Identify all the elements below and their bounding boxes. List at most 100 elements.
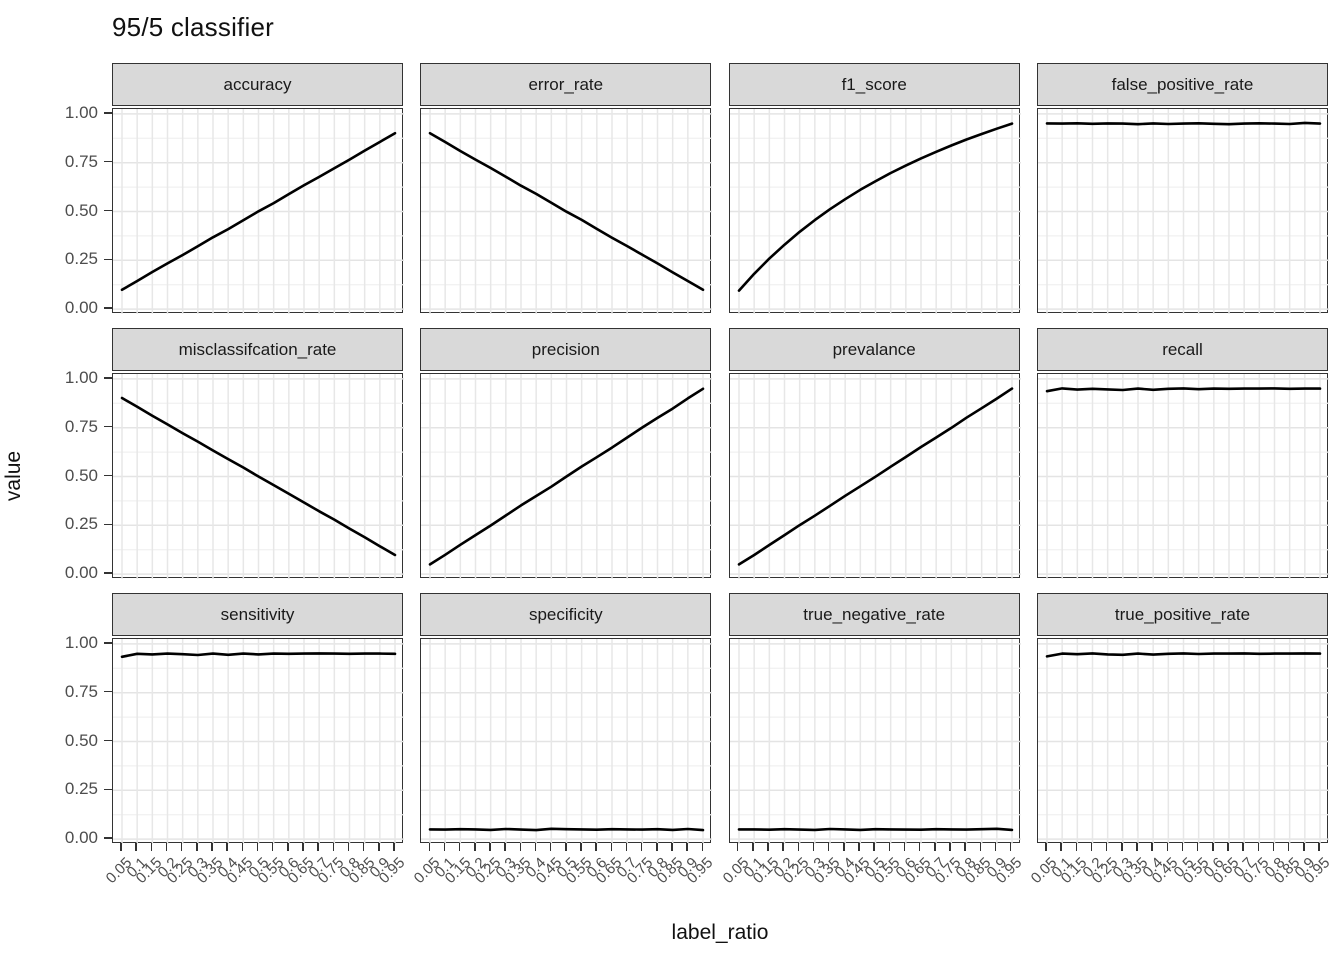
facet-strip-false_positive_rate: false_positive_rate bbox=[1037, 63, 1328, 106]
facet-plot-misclassifcation_rate bbox=[113, 374, 404, 579]
y-tick-label: 0.75 bbox=[64, 681, 98, 701]
facet-strip-label: specificity bbox=[528, 604, 603, 624]
x-tick-mark bbox=[797, 843, 800, 851]
x-tick-mark bbox=[736, 843, 739, 851]
x-tick-mark bbox=[1060, 843, 1062, 851]
x-tick-mark bbox=[671, 843, 673, 851]
x-tick-mark bbox=[949, 843, 951, 851]
x-tick-mark bbox=[549, 843, 552, 851]
facet-strip-label: accuracy bbox=[223, 74, 292, 94]
y-tick-mark bbox=[104, 788, 112, 791]
facet-plot-accuracy bbox=[113, 109, 404, 314]
x-tick-mark bbox=[1009, 843, 1012, 851]
facet-panel-specificity bbox=[420, 638, 713, 844]
x-tick-mark bbox=[812, 843, 815, 851]
series-line-recall bbox=[1045, 387, 1322, 393]
x-tick-mark bbox=[1121, 843, 1123, 851]
x-tick-mark bbox=[858, 843, 860, 851]
facet-strip-sensitivity: sensitivity bbox=[112, 593, 403, 636]
y-tick-mark bbox=[104, 160, 112, 163]
facet-plot-false_positive_rate bbox=[1038, 109, 1329, 314]
x-tick-mark bbox=[256, 843, 259, 851]
chart-title: 95/5 classifier bbox=[112, 12, 274, 42]
x-tick-mark bbox=[701, 843, 704, 851]
x-tick-mark bbox=[565, 843, 567, 851]
facet-plot-recall bbox=[1038, 374, 1329, 579]
facet-panel-misclassifcation_rate bbox=[112, 373, 404, 579]
facet-strip-label: f1_score bbox=[841, 74, 907, 94]
series-line-accuracy bbox=[120, 131, 397, 292]
y-tick-label: 0.25 bbox=[64, 514, 98, 534]
x-tick-mark bbox=[443, 843, 446, 851]
series-line-precision bbox=[428, 387, 705, 566]
y-tick-label: 0.75 bbox=[64, 416, 98, 436]
x-tick-mark bbox=[610, 843, 613, 851]
x-tick-mark bbox=[211, 843, 213, 851]
x-tick-mark bbox=[393, 843, 395, 851]
facet-strip-precision: precision bbox=[420, 328, 712, 371]
facet-strip-label: prevalance bbox=[832, 339, 916, 359]
x-tick-mark bbox=[1196, 843, 1199, 851]
y-tick-mark bbox=[104, 307, 112, 309]
facet-strip-label: precision bbox=[531, 339, 600, 359]
series-line-misclassifcation_rate bbox=[120, 396, 397, 557]
series-line-false_positive_rate bbox=[1045, 121, 1322, 126]
y-tick-label: 1.00 bbox=[64, 367, 98, 387]
y-tick-label: 0.00 bbox=[64, 563, 98, 583]
x-tick-mark bbox=[1181, 843, 1184, 851]
series-line-true_positive_rate bbox=[1045, 652, 1322, 658]
x-tick-mark bbox=[362, 843, 365, 851]
y-tick-mark bbox=[104, 377, 112, 379]
x-tick-mark bbox=[1257, 843, 1260, 851]
x-tick-mark bbox=[332, 843, 335, 851]
x-tick-mark bbox=[843, 843, 845, 851]
facet-plot-error_rate bbox=[421, 109, 713, 314]
x-tick-mark bbox=[1045, 843, 1047, 851]
y-tick-label: 0.00 bbox=[64, 828, 98, 848]
x-tick-mark bbox=[888, 843, 891, 851]
y-tick-mark bbox=[104, 572, 112, 574]
x-tick-mark bbox=[1242, 843, 1244, 851]
x-tick-mark bbox=[1287, 843, 1290, 851]
x-tick-mark bbox=[120, 843, 122, 851]
facet-panel-true_negative_rate bbox=[728, 638, 1021, 844]
x-tick-mark bbox=[534, 843, 537, 851]
x-tick-mark bbox=[595, 843, 597, 851]
x-tick-mark bbox=[1075, 843, 1078, 851]
facet-plot-true_negative_rate bbox=[729, 639, 1021, 844]
series-line-prevalance bbox=[737, 387, 1013, 566]
x-tick-mark bbox=[1105, 843, 1108, 851]
x-tick-mark bbox=[979, 843, 982, 851]
facet-strip-label: true_negative_rate bbox=[803, 604, 946, 624]
facet-strip-prevalance: prevalance bbox=[728, 328, 1020, 371]
x-tick-mark bbox=[458, 843, 461, 851]
x-tick-mark bbox=[1166, 843, 1169, 851]
x-tick-mark bbox=[196, 843, 198, 851]
x-tick-mark bbox=[378, 843, 380, 851]
y-tick-mark bbox=[104, 690, 112, 693]
y-tick-mark bbox=[104, 258, 112, 261]
facet-strip-recall: recall bbox=[1037, 328, 1328, 371]
x-tick-mark bbox=[287, 843, 289, 851]
x-tick-mark bbox=[1090, 843, 1093, 851]
facet-panel-error_rate bbox=[420, 108, 713, 314]
y-tick-mark bbox=[104, 112, 112, 114]
facet-strip-true_positive_rate: true_positive_rate bbox=[1037, 593, 1328, 636]
x-tick-mark bbox=[150, 843, 153, 851]
facet-strip-label: true_positive_rate bbox=[1114, 604, 1251, 624]
y-tick-label: 0.50 bbox=[64, 465, 98, 485]
x-tick-mark bbox=[934, 843, 936, 851]
x-tick-mark bbox=[625, 843, 628, 851]
x-tick-mark bbox=[504, 843, 506, 851]
facet-strip-true_negative_rate: true_negative_rate bbox=[728, 593, 1020, 636]
series-line-error_rate bbox=[428, 131, 705, 292]
facet-strip-label: misclassifcation_rate bbox=[178, 339, 337, 359]
x-tick-mark bbox=[474, 843, 476, 851]
y-tick-mark bbox=[104, 642, 112, 644]
facet-panel-sensitivity bbox=[112, 638, 404, 844]
facet-panel-f1_score bbox=[728, 108, 1021, 314]
x-tick-mark bbox=[767, 843, 769, 851]
y-tick-label: 0.50 bbox=[64, 200, 98, 220]
facet-panel-false_positive_rate bbox=[1037, 108, 1329, 314]
facet-strip-accuracy: accuracy bbox=[112, 63, 403, 106]
